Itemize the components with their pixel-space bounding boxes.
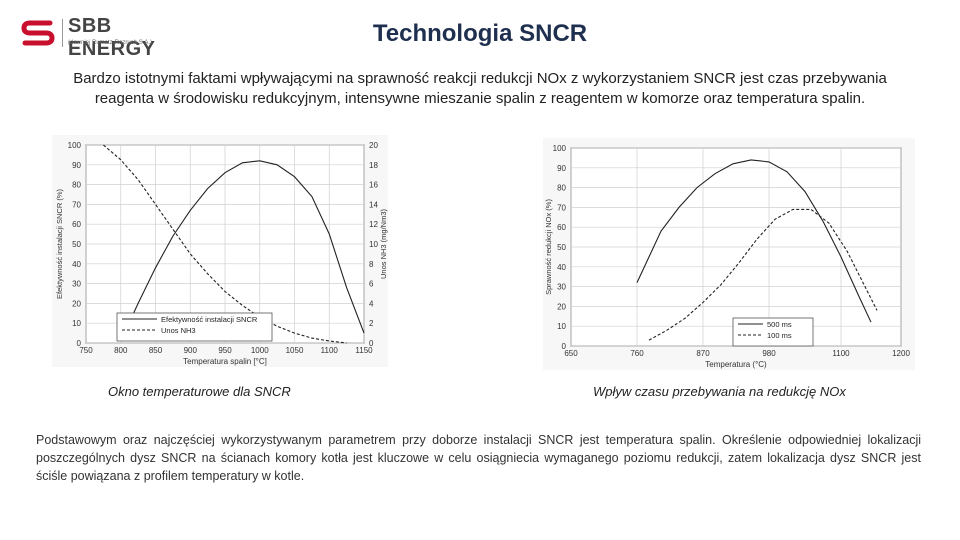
legend-label: Unos NH3 [161, 326, 196, 335]
series-line-unos-nh3 [103, 144, 347, 344]
x-tick-label: 760 [630, 349, 644, 358]
y-tick-label: 20 [557, 302, 566, 311]
legend-label: 100 ms [767, 331, 792, 340]
y-tick-label: 100 [553, 144, 567, 153]
x-tick-label: 650 [564, 349, 578, 358]
y-right-tick-label: 18 [369, 161, 378, 170]
residence-time-chart-svg: 0 10 20 30 40 50 60 70 80 90 100 650 760 870 980 1100 12… [543, 138, 915, 370]
y-tick-label: 100 [68, 141, 82, 150]
y-tick-label: 30 [557, 283, 566, 292]
residence-time-chart: 0 10 20 30 40 50 60 70 80 90 100 650 760 870 980 1100 12… [543, 138, 915, 370]
bottom-paragraph: Podstawowym oraz najczęściej wykorzystyw… [36, 433, 921, 483]
x-tick-label: 1050 [286, 346, 304, 355]
y-tick-label: 50 [72, 240, 81, 249]
legend-box [732, 317, 814, 347]
x-axis-label: Temperatura (°C) [705, 360, 767, 369]
y-axis-label: Sprawność redukcji NOx (%) [544, 199, 553, 295]
legend-box [116, 312, 273, 342]
y-right-tick-label: 14 [369, 200, 378, 209]
x-tick-label: 900 [184, 346, 198, 355]
logo-separator [62, 19, 63, 47]
page-title: Technologia SNCR [372, 20, 588, 47]
y-tick-label: 90 [557, 164, 566, 173]
company-logo: SBB ENERGY (dawniej Rumatz-Rozruch S.A.) [20, 15, 200, 60]
legend-label: 500 ms [767, 320, 792, 329]
y-right-axis-label: Unos NH3 (mg/Nm3) [379, 208, 388, 279]
x-tick-label: 750 [79, 346, 93, 355]
y-tick-label: 20 [72, 299, 81, 308]
y-right-tick-label: 16 [369, 181, 378, 190]
y-tick-label: 40 [72, 260, 81, 269]
x-tick-label: 950 [218, 346, 232, 355]
x-tick-label: 1200 [892, 349, 910, 358]
y-tick-label: 10 [557, 322, 566, 331]
y-tick-label: 90 [72, 161, 81, 170]
series-line-efektywno-instalacji-sncr [120, 160, 365, 342]
y-tick-label: 80 [557, 184, 566, 193]
x-tick-label: 850 [149, 346, 163, 355]
x-tick-label: 1100 [321, 346, 339, 355]
legend-label: Efektywność instalacji SNCR [161, 315, 258, 324]
y-tick-label: 70 [72, 200, 81, 209]
x-tick-label: 870 [696, 349, 710, 358]
right-chart-caption: Wpływ czasu przebywania na redukcję NOx [593, 384, 846, 399]
x-tick-label: 800 [114, 346, 128, 355]
y-tick-label: 0 [77, 339, 82, 348]
logo-name: SBB ENERGY [68, 15, 156, 60]
y-tick-label: 70 [557, 203, 566, 212]
logo-subtitle: (dawniej Rumatz-Rozruch S.A.) [68, 40, 153, 46]
y-tick-label: 80 [72, 181, 81, 190]
y-axis-label: Efektywność instalacji SNCR (%) [55, 188, 64, 299]
series-line-500-ms [636, 159, 872, 323]
sbb-logo-icon [21, 20, 55, 46]
y-tick-label: 60 [557, 223, 566, 232]
x-axis-label: Temperatura spalin [°C] [183, 357, 267, 366]
x-tick-label: 1100 [832, 349, 850, 358]
y-right-tick-label: 20 [369, 141, 378, 150]
y-tick-label: 60 [72, 220, 81, 229]
y-tick-label: 40 [557, 263, 566, 272]
y-right-tick-label: 12 [369, 220, 378, 229]
y-right-tick-label: 8 [369, 260, 374, 269]
y-tick-label: 50 [557, 243, 566, 252]
y-right-tick-label: 0 [369, 339, 374, 348]
series-line-100-ms [648, 208, 878, 341]
y-right-tick-label: 10 [369, 240, 378, 249]
left-chart-caption: Okno temperaturowe dla SNCR [108, 384, 291, 399]
x-tick-label: 980 [762, 349, 776, 358]
temperature-window-chart: 0 10 20 30 40 50 60 70 80 90 100 750 800 850 900 950 100… [52, 135, 388, 367]
y-tick-label: 0 [562, 342, 567, 351]
y-right-tick-label: 4 [369, 299, 374, 308]
y-right-tick-label: 2 [369, 319, 374, 328]
intro-paragraph: Bardzo istotnymi faktami wpływającymi na… [73, 70, 887, 107]
y-tick-label: 30 [72, 280, 81, 289]
x-tick-label: 1000 [251, 346, 269, 355]
y-right-tick-label: 6 [369, 280, 374, 289]
x-tick-label: 1150 [355, 346, 373, 355]
y-tick-label: 10 [72, 319, 81, 328]
